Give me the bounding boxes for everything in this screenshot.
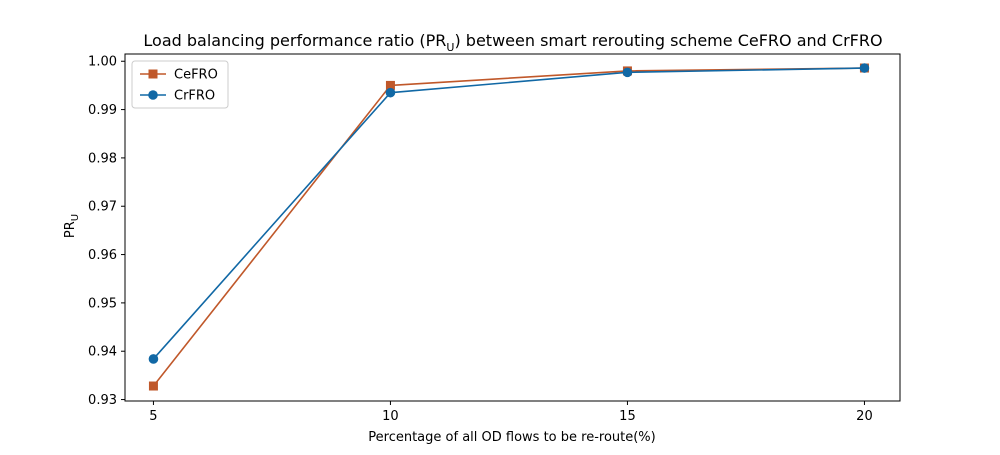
data-point-crfro	[148, 354, 159, 364]
data-point-cefro	[385, 80, 395, 90]
y-tick-label: 0.96	[88, 248, 117, 263]
chart-title: Load balancing performance ratio (PRU) b…	[143, 31, 882, 54]
series-line-crfro	[152, 67, 865, 360]
plot-frame	[124, 53, 901, 402]
legend-marker-cefro	[148, 69, 158, 79]
data-point-crfro	[859, 63, 870, 73]
data-point-crfro	[622, 67, 633, 78]
y-tick-label: 0.94	[88, 345, 117, 360]
y-tick-label: 0.99	[88, 103, 117, 118]
x-tick-label: 20	[856, 409, 873, 424]
y-tick-label: 0.93	[88, 393, 117, 408]
y-tick-label: 0.95	[88, 296, 117, 311]
x-axis-label: Percentage of all OD flows to be re-rout…	[368, 430, 655, 445]
series-crfro	[148, 63, 870, 364]
y-tick-label: 1.00	[88, 55, 117, 70]
legend-label-crfro: CrFRO	[174, 89, 215, 104]
y-axis-label: PRU	[63, 214, 81, 238]
data-point-cefro	[148, 381, 158, 391]
x-tick-label: 5	[149, 409, 157, 424]
plot-area: 5 10 15 20 0.93 0.94 0.95 0.96 0.97 0.98 0.99 1.00 C…	[88, 53, 901, 424]
x-tick-label: 15	[619, 409, 636, 424]
y-tick-label: 0.97	[88, 200, 117, 215]
data-point-crfro	[385, 87, 396, 98]
legend-label-cefro: CeFRO	[174, 68, 218, 83]
y-tick-label: 0.98	[88, 151, 117, 166]
legend-marker-crfro	[148, 90, 158, 100]
series-line-cefro	[152, 67, 865, 387]
x-tick-label: 10	[382, 409, 399, 424]
series-cefro	[148, 63, 869, 391]
legend: CeFRO CrFRO	[131, 60, 229, 109]
